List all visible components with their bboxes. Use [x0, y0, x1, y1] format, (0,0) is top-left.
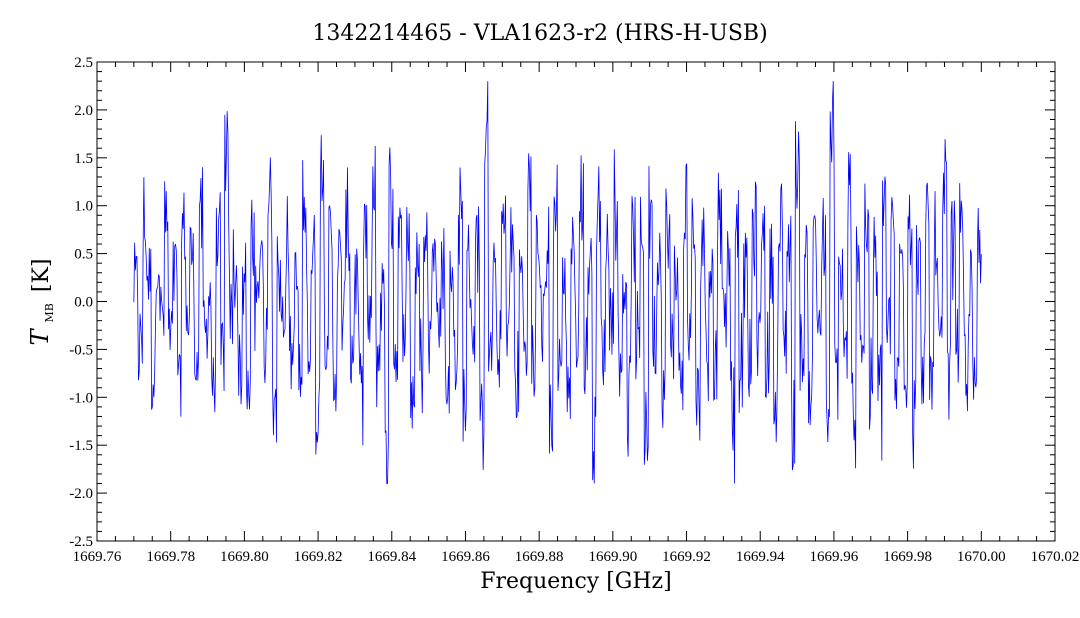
y-tick-label: 0.5: [74, 247, 93, 263]
y-axis-label-main: T: [26, 327, 54, 345]
y-tick-label: 1.0: [74, 199, 93, 215]
y-tick-label: 2.0: [74, 103, 93, 119]
x-axis-ticks: 1669.76 1669.78 1669.80 1669.82 1669.84 1669.…: [73, 62, 1080, 565]
y-axis-label-unit: [K]: [29, 259, 54, 293]
x-tick-label: 1670.02: [1031, 549, 1080, 565]
y-tick-label: -2.5: [69, 534, 93, 550]
x-tick-label: 1669.82: [294, 549, 343, 565]
x-tick-label: 1669.86: [441, 549, 490, 565]
y-tick-label: -0.5: [69, 342, 93, 358]
y-tick-label: -1.5: [69, 438, 93, 454]
x-tick-label: 1669.78: [146, 549, 195, 565]
x-tick-label: 1669.80: [220, 549, 269, 565]
x-tick-label: 1669.98: [883, 549, 932, 565]
svg-text:T MB [K]: T MB [K]: [26, 259, 59, 346]
x-tick-label: 1669.88: [515, 549, 564, 565]
x-tick-label: 1669.96: [810, 549, 859, 565]
y-tick-label: -2.0: [69, 486, 93, 502]
plot-frame: [96, 61, 1056, 542]
series-layer: [133, 81, 982, 484]
y-tick-label: 0.0: [74, 295, 93, 311]
y-tick-label: 1.5: [74, 151, 93, 167]
y-axis-label-sub: MB: [43, 303, 56, 322]
x-axis-label: Frequency [GHz]: [480, 569, 672, 594]
y-axis-ticks: -2.5 -2.0 -1.5 -1.0 -0.5 0.0 0.5 1.0 1.5 2.0 2.5: [69, 55, 1055, 550]
chart-title: 1342214465 - VLA1623-r2 (HRS-H-USB): [312, 21, 767, 46]
x-tick-label: 1669.76: [73, 549, 122, 565]
x-tick-label: 1670.00: [957, 549, 1006, 565]
y-tick-label: -1.0: [69, 390, 93, 406]
plot-area: 1669.76 1669.78 1669.80 1669.82 1669.84 1669.…: [69, 55, 1079, 565]
x-tick-label: 1669.92: [662, 549, 711, 565]
y-tick-label: 2.5: [74, 55, 93, 71]
x-tick-label: 1669.90: [588, 549, 637, 565]
x-tick-label: 1669.84: [367, 549, 416, 565]
spectrum-series-line: [133, 81, 982, 484]
y-axis-label: T MB [K]: [26, 259, 59, 346]
x-tick-label: 1669.94: [736, 549, 785, 565]
